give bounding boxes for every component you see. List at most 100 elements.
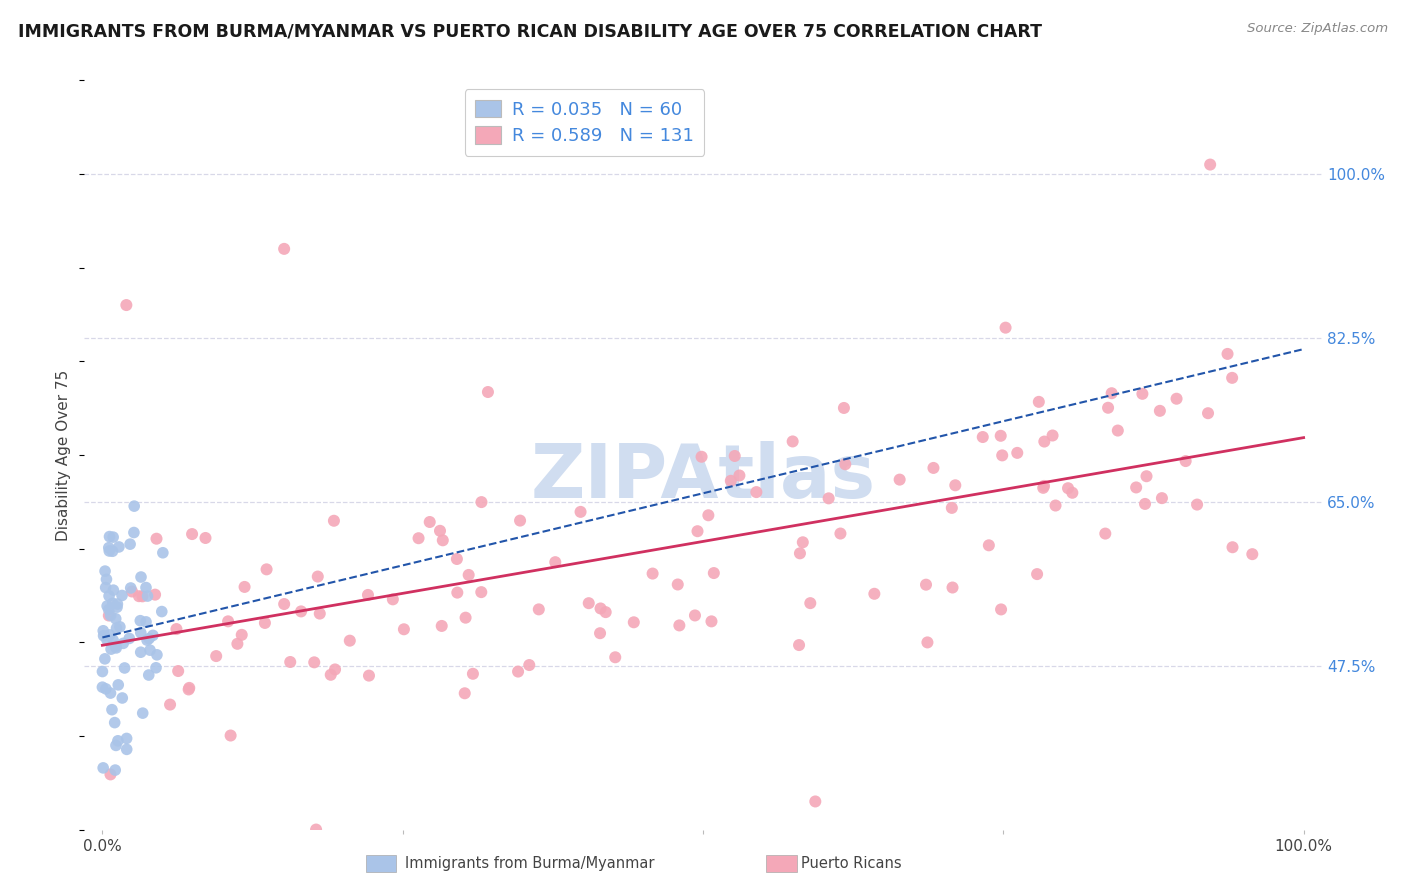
Point	[94, 564, 117, 578]
Point	[1222, 541, 1244, 555]
Point	[136, 633, 159, 648]
Point	[115, 298, 138, 312]
Point	[112, 636, 135, 650]
Point	[308, 607, 330, 621]
Point	[98, 589, 121, 603]
Point	[1149, 404, 1171, 418]
Point	[179, 681, 201, 695]
Point	[1042, 428, 1064, 442]
Point	[96, 632, 118, 647]
Text: Source: ZipAtlas.com: Source: ZipAtlas.com	[1247, 22, 1388, 36]
Point	[165, 622, 187, 636]
Point	[917, 635, 939, 649]
Point	[91, 624, 114, 638]
Point	[339, 633, 361, 648]
Point	[100, 642, 122, 657]
Point	[101, 530, 124, 544]
Point	[135, 581, 157, 595]
Point	[108, 620, 131, 634]
Point	[100, 686, 122, 700]
Point	[305, 822, 328, 837]
Point	[105, 621, 128, 635]
Point	[1216, 347, 1239, 361]
Point	[517, 658, 540, 673]
Point	[457, 568, 479, 582]
Point	[578, 596, 600, 610]
Point	[789, 546, 811, 560]
Point	[118, 632, 141, 646]
Point	[605, 650, 627, 665]
Point	[105, 600, 128, 615]
Point	[544, 555, 567, 569]
Point	[273, 242, 295, 256]
Point	[136, 589, 159, 603]
Point	[641, 566, 664, 581]
Point	[152, 546, 174, 560]
Point	[1062, 485, 1084, 500]
Point	[146, 648, 169, 662]
Point	[1033, 434, 1056, 449]
Point	[104, 739, 127, 753]
Point	[120, 581, 142, 595]
Point	[792, 535, 814, 549]
Point	[107, 734, 129, 748]
Point	[94, 581, 117, 595]
Point	[323, 663, 346, 677]
Point	[724, 449, 747, 463]
Point	[595, 605, 617, 619]
Point	[703, 566, 725, 580]
Point	[91, 761, 114, 775]
Legend: R = 0.035   N = 60, R = 0.589   N = 131: R = 0.035 N = 60, R = 0.589 N = 131	[464, 89, 704, 156]
Point	[98, 544, 121, 558]
Point	[290, 604, 312, 618]
Point	[429, 524, 451, 538]
Point	[1033, 479, 1056, 493]
Point	[832, 401, 855, 415]
Point	[103, 583, 125, 598]
Point	[506, 665, 529, 679]
Point	[94, 681, 117, 696]
Point	[1166, 392, 1188, 406]
Point	[91, 680, 114, 694]
Point	[226, 637, 249, 651]
Point	[589, 626, 612, 640]
Point	[720, 474, 742, 488]
Point	[97, 602, 120, 616]
Point	[91, 665, 114, 679]
Point	[728, 468, 751, 483]
Point	[941, 500, 963, 515]
Point	[991, 449, 1014, 463]
Point	[1026, 567, 1049, 582]
Point	[108, 540, 131, 554]
Point	[121, 584, 143, 599]
Point	[128, 589, 150, 603]
Point	[319, 667, 342, 681]
Point	[1197, 406, 1219, 420]
Point	[100, 608, 122, 623]
Point	[977, 538, 1000, 552]
Point	[131, 590, 153, 604]
Point	[922, 461, 945, 475]
Point	[527, 602, 550, 616]
Point	[589, 601, 612, 615]
Point	[104, 640, 127, 654]
Point	[461, 666, 484, 681]
Point	[690, 450, 713, 464]
Point	[181, 527, 204, 541]
Point	[683, 608, 706, 623]
Point	[1135, 469, 1157, 483]
Point	[96, 599, 118, 613]
Point	[304, 656, 326, 670]
Point	[454, 686, 477, 700]
Point	[111, 690, 134, 705]
Point	[143, 588, 166, 602]
Point	[273, 597, 295, 611]
Point	[101, 596, 124, 610]
Point	[470, 585, 492, 599]
Point	[104, 715, 127, 730]
Point	[392, 622, 415, 636]
Point	[943, 478, 966, 492]
Point	[253, 615, 276, 630]
Point	[129, 625, 152, 640]
Point	[98, 628, 121, 642]
